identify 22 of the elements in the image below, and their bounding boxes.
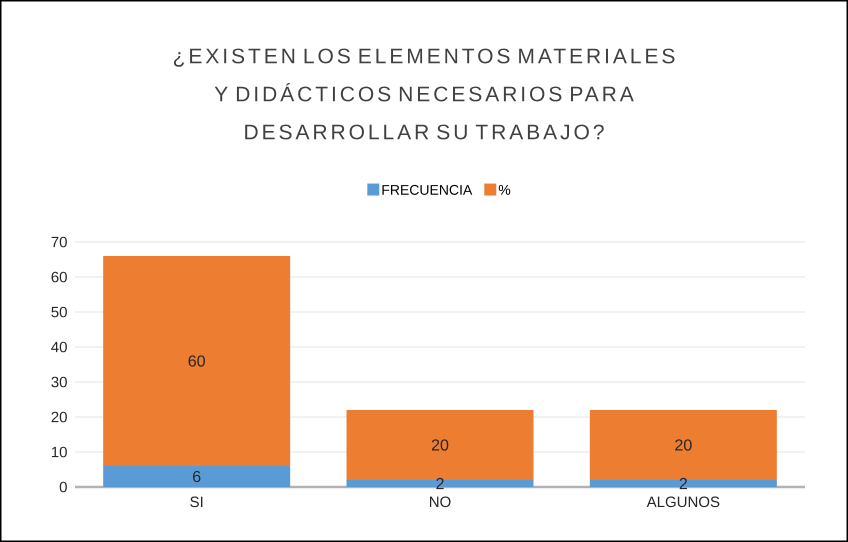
y-tick-label: 0 — [60, 482, 67, 492]
y-tick-label: 60 — [52, 272, 67, 282]
x-tick-label: NO — [430, 496, 451, 508]
data-label: 6 — [193, 470, 200, 482]
data-label: 2 — [680, 478, 687, 490]
bar — [103, 256, 290, 466]
y-tick-label: 50 — [51, 306, 67, 318]
chart-title: ¿EXISTEN LOS ELEMENTOS MATERIALES Y DIDÁCTICOS NECESARIOS PARA DESARROLLAR SU TRABAJO? — [174, 48, 674, 140]
data-label: 60 — [188, 355, 205, 367]
y-tick-label: 30 — [51, 376, 67, 388]
data-label: 20 — [432, 439, 448, 451]
y-tick-label: 20 — [52, 412, 67, 422]
data-label: 2 — [436, 478, 444, 490]
y-tick-label: 10 — [52, 446, 67, 458]
legend-label: FRECUENCIA — [382, 184, 472, 195]
data-label: 20 — [675, 439, 692, 451]
x-tick-label: SI — [190, 496, 202, 508]
y-tick-label: 70 — [52, 236, 67, 248]
legend-label: % — [498, 184, 510, 195]
bar — [103, 466, 290, 487]
x-tick-label: ALGUNOS — [646, 496, 720, 508]
y-tick-label: 40 — [51, 342, 67, 352]
